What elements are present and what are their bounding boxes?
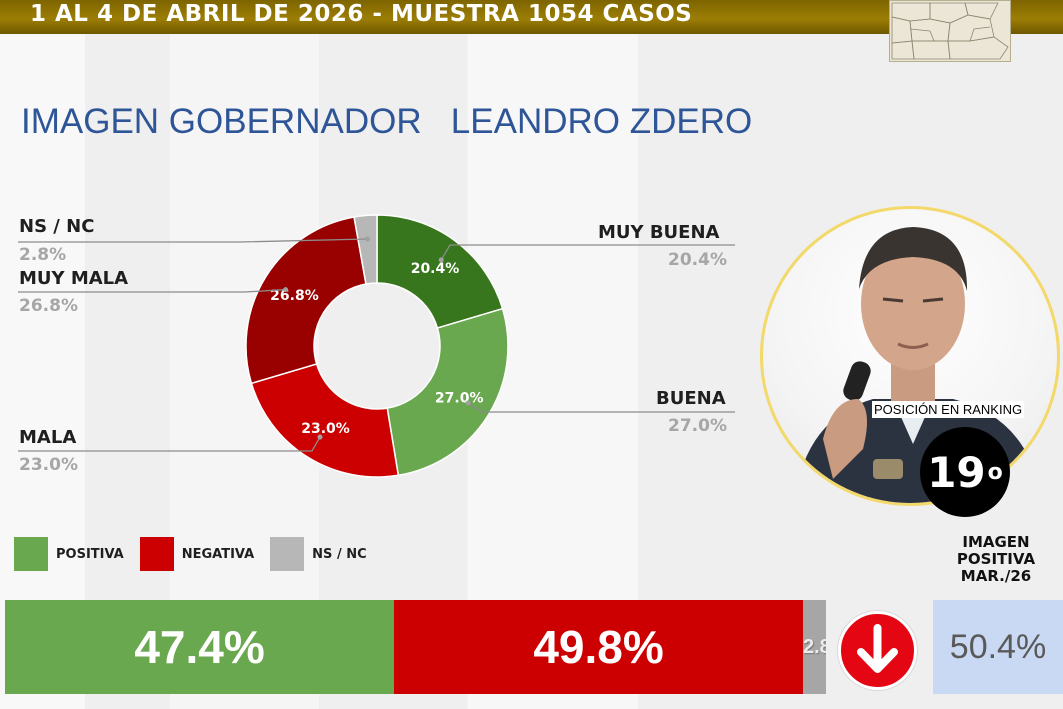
legend-label-negativa: NEGATIVA <box>181 546 255 562</box>
legend-item-negativa: NEGATIVA <box>139 537 255 571</box>
leader-line-muy-mala <box>18 288 286 293</box>
callout-value-muy-mala: 26.8% <box>19 296 78 316</box>
slice-label-mala: 23.0% <box>301 421 350 437</box>
slice-label-muy-mala: 26.8% <box>270 288 319 304</box>
callout-name-muy-mala: MUY MALA <box>19 268 129 289</box>
legend-item-positiva: POSITIVA <box>14 537 124 571</box>
donut-slice-muy-mala <box>245 216 367 385</box>
header-title: 1 AL 4 DE ABRIL DE 2026 - MUESTRA 1054 C… <box>30 1 693 27</box>
leader-dot-ns-nc <box>365 236 371 242</box>
title-part-2: LEANDRO ZDERO <box>450 102 753 141</box>
governor-photo <box>760 206 1060 506</box>
leader-dot-buena <box>465 400 471 406</box>
callout-value-muy-buena: 20.4% <box>668 250 727 270</box>
leader-line-ns-nc <box>18 238 368 243</box>
leader-dot-mala <box>317 434 323 440</box>
leader-dot-muy-mala <box>283 287 289 293</box>
ranking-ordinal: o <box>987 459 1003 485</box>
ranking-position: 19 <box>927 447 986 497</box>
callout-value-ns-nc: 2.8% <box>19 245 67 265</box>
leader-line-mala <box>18 436 321 452</box>
previous-value: 50.4% <box>949 627 1047 666</box>
legend-label-positiva: POSITIVA <box>56 546 124 562</box>
header-bar: 1 AL 4 DE ABRIL DE 2026 - MUESTRA 1054 C… <box>0 0 1063 34</box>
previous-value-box: 50.4% <box>933 600 1063 694</box>
title-part-1: IMAGEN GOBERNADOR <box>21 102 422 141</box>
donut-svg: 20.4% 27.0% 23.0% 26.8% <box>18 214 735 478</box>
bar-segment-positiva: 47.4% <box>5 600 395 694</box>
callout-name-ns-nc: NS / NC <box>19 216 95 237</box>
legend-label-ns-nc: NS / NC <box>312 546 367 562</box>
bar-segment-negativa: 49.8% <box>394 600 803 694</box>
ranking-label: POSICIÓN EN RANKING <box>872 401 1025 418</box>
callout-value-buena: 27.0% <box>668 416 727 436</box>
previous-label: IMAGEN POSITIVA MAR./26 <box>956 533 1036 585</box>
slice-label-buena: 27.0% <box>435 390 484 406</box>
leader-line-muy-buena <box>440 244 735 261</box>
ranking-badge: 19 o <box>920 427 1010 517</box>
legend: POSITIVA NEGATIVA NS / NC <box>14 537 383 571</box>
donut-chart: 20.4% 27.0% 23.0% 26.8% MUY BUENA 20.4% BUE… <box>0 150 760 490</box>
bar-label-negativa: 49.8% <box>533 621 664 673</box>
legend-swatch-ns-nc <box>270 537 305 571</box>
bar-segment-ns-nc: 2.8% <box>803 600 826 694</box>
donut-slice-ns-nc <box>353 214 378 285</box>
callout-name-buena: BUENA <box>656 388 726 409</box>
callout-name-muy-buena: MUY BUENA <box>598 222 720 243</box>
legend-swatch-positiva <box>14 537 48 571</box>
province-map-thumbnail <box>889 0 1011 62</box>
donut-slice-muy-buena <box>376 214 504 329</box>
donut-slice-buena <box>386 307 509 477</box>
slice-label-muy-buena: 20.4% <box>411 261 460 277</box>
callout-value-mala: 23.0% <box>19 455 78 475</box>
bar-label-positiva: 47.4% <box>134 621 265 673</box>
page-title: IMAGEN GOBERNADOR LEANDRO ZDERO <box>21 102 752 142</box>
trend-down-icon <box>838 611 917 690</box>
legend-item-ns-nc: NS / NC <box>270 537 367 571</box>
callout-name-mala: MALA <box>19 427 77 448</box>
legend-swatch-negativa <box>139 537 174 571</box>
leader-dot-muy-buena <box>438 257 444 263</box>
donut-slice-mala <box>250 363 400 478</box>
leader-line-buena <box>467 402 735 413</box>
bar-label-ns-nc: 2.8% <box>803 635 826 658</box>
